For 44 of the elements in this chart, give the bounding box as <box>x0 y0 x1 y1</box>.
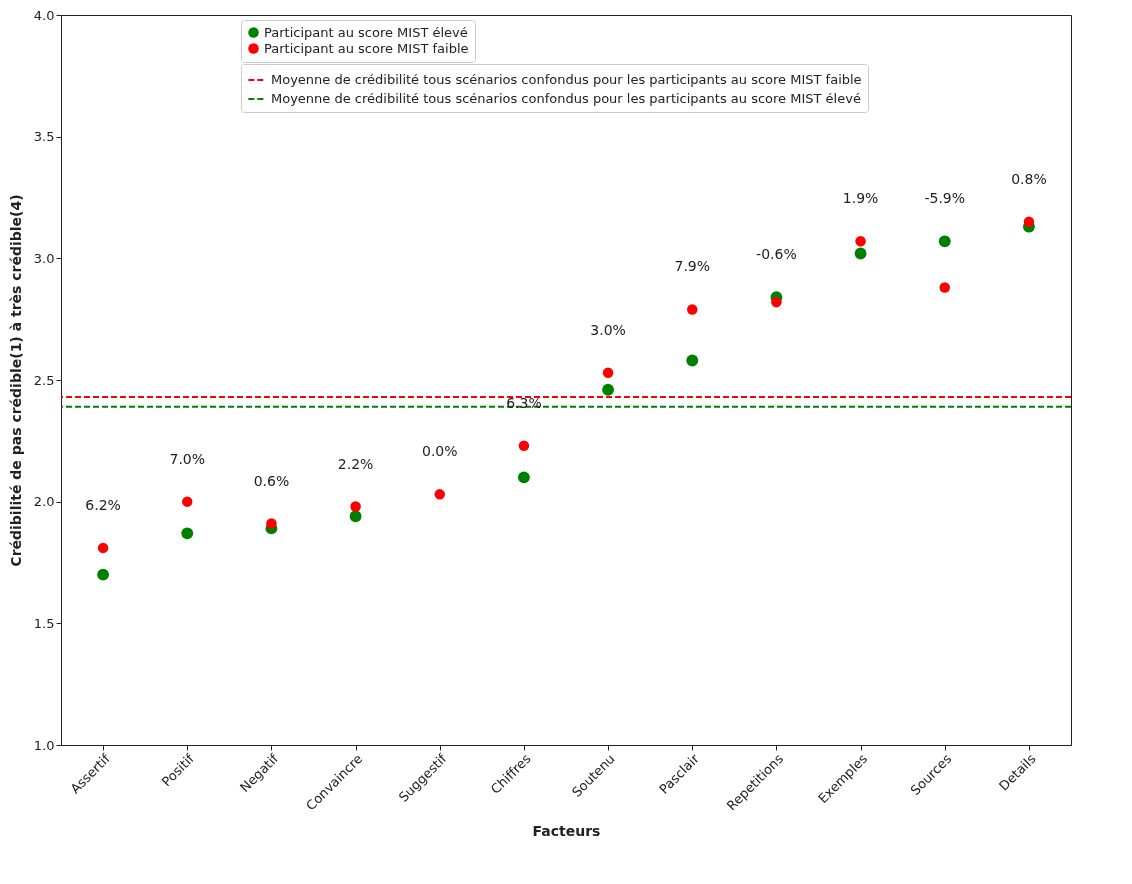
annotation: -0.6% <box>756 246 797 263</box>
annotation: 6.2% <box>85 496 121 513</box>
y-tick-label: 3.0 <box>33 250 55 266</box>
point <box>602 367 614 378</box>
y-tick-label: 1.0 <box>33 737 55 753</box>
point <box>97 568 109 581</box>
point <box>939 282 950 293</box>
legend-label: Participant au score MIST faible <box>264 40 469 56</box>
point <box>686 354 699 367</box>
point <box>518 440 530 451</box>
legend-label: Moyenne de crédibilité tous scénarios confondus pour les participants au score MIST faible <box>271 72 862 87</box>
point <box>97 542 109 554</box>
legend-label: Moyenne de crédibilité tous scénarios confondus pour les participants au score MIST élevé <box>271 91 861 106</box>
point <box>349 510 362 523</box>
point <box>854 247 867 260</box>
y-axis-title: Crédibilité de pas crédible(1) à très crédible(4) <box>7 194 24 567</box>
annotation: 0.6% <box>253 472 290 489</box>
point <box>181 527 194 540</box>
y-tick-label: 3.5 <box>33 129 55 145</box>
annotation: 2.2% <box>337 455 374 472</box>
point <box>434 489 445 500</box>
annotation: 7.0% <box>169 450 206 467</box>
point <box>266 518 277 529</box>
point <box>687 304 698 315</box>
point <box>938 235 951 248</box>
annotation: 7.9% <box>674 258 711 275</box>
point <box>771 296 782 308</box>
y-tick-label: 4.0 <box>33 7 55 23</box>
y-tick-label: 1.5 <box>33 615 55 631</box>
annotation: 0.0% <box>421 443 458 460</box>
point <box>1023 216 1035 228</box>
annotation: 0.8% <box>1011 170 1047 187</box>
point <box>602 383 614 396</box>
legend-label: Participant au score MIST élevé <box>264 24 468 40</box>
annotation: 1.9% <box>842 190 879 207</box>
annotation: 3.0% <box>590 321 626 338</box>
x-axis-title: Facteurs <box>532 823 601 840</box>
y-tick-label: 2.5 <box>33 372 55 388</box>
point <box>350 501 361 512</box>
annotation: -5.9% <box>924 190 966 207</box>
point <box>855 236 866 247</box>
y-tick-label: 2.0 <box>33 494 55 510</box>
point <box>518 471 530 484</box>
point <box>182 496 193 507</box>
